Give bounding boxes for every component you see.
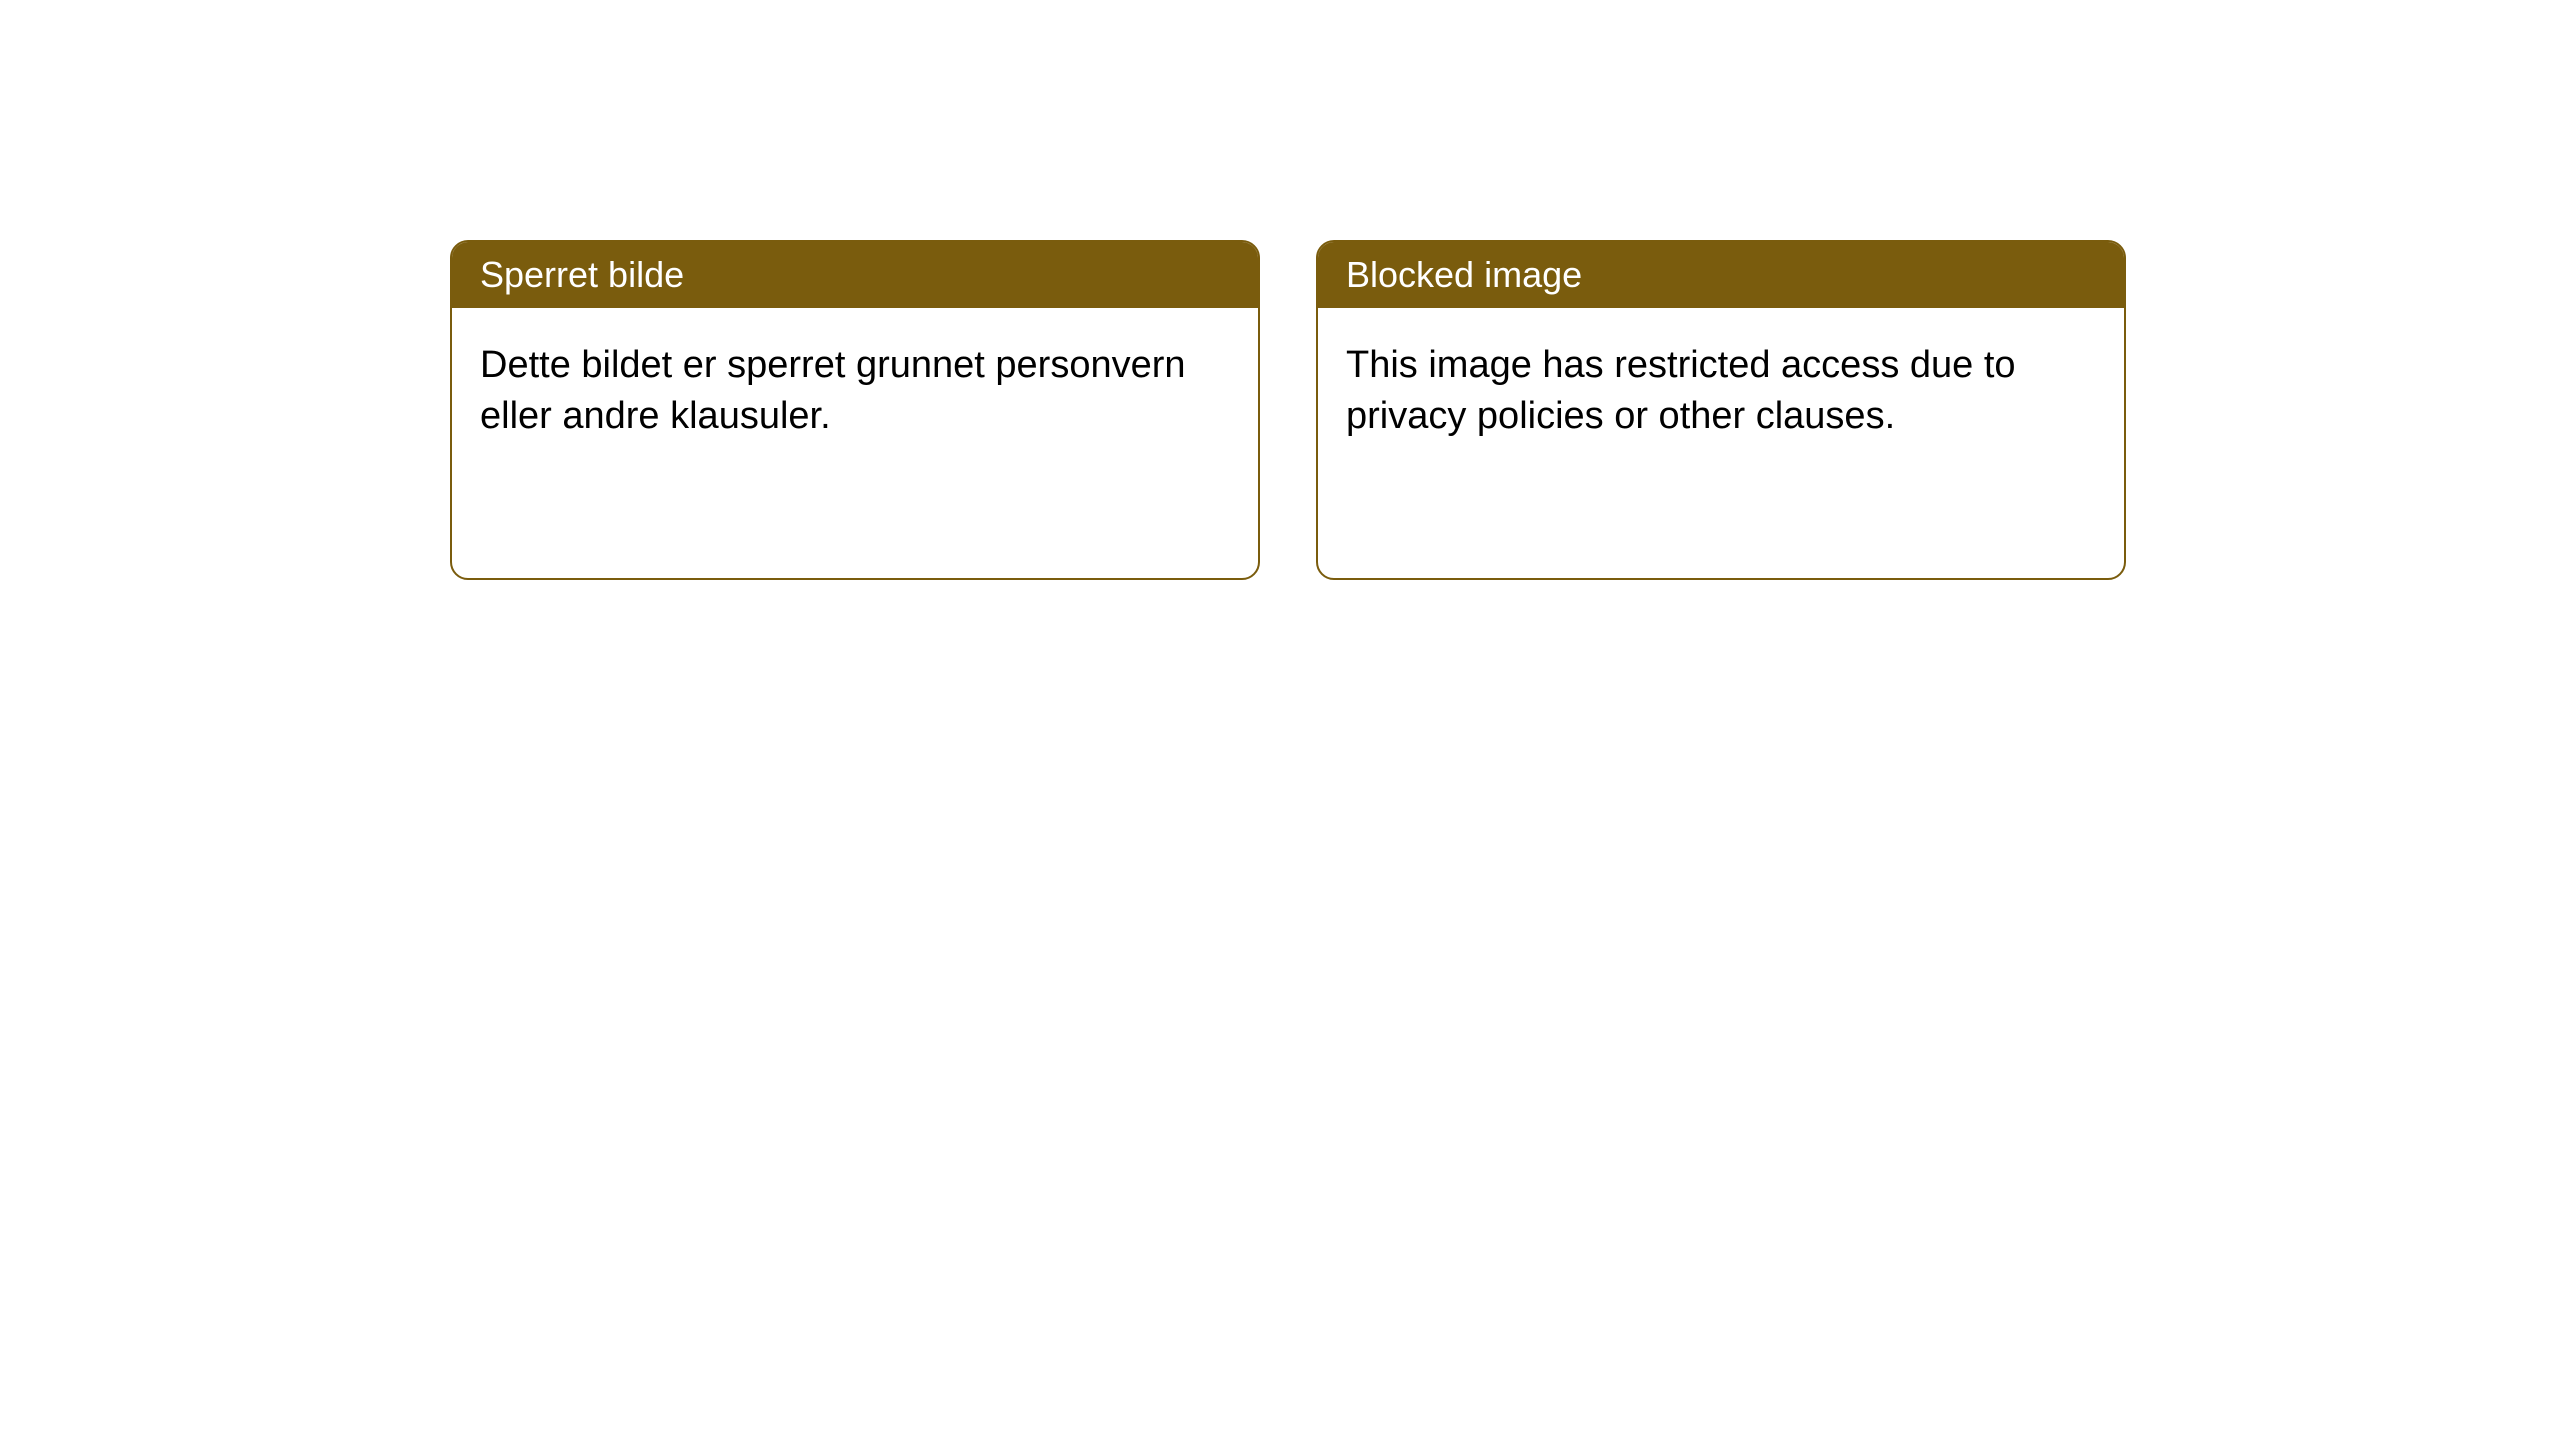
notice-box-english: Blocked image This image has restricted … [1316, 240, 2126, 580]
notice-container: Sperret bilde Dette bildet er sperret gr… [0, 0, 2560, 580]
notice-header: Blocked image [1318, 242, 2124, 308]
notice-body: Dette bildet er sperret grunnet personve… [452, 308, 1258, 475]
notice-body: This image has restricted access due to … [1318, 308, 2124, 475]
notice-header: Sperret bilde [452, 242, 1258, 308]
notice-box-norwegian: Sperret bilde Dette bildet er sperret gr… [450, 240, 1260, 580]
